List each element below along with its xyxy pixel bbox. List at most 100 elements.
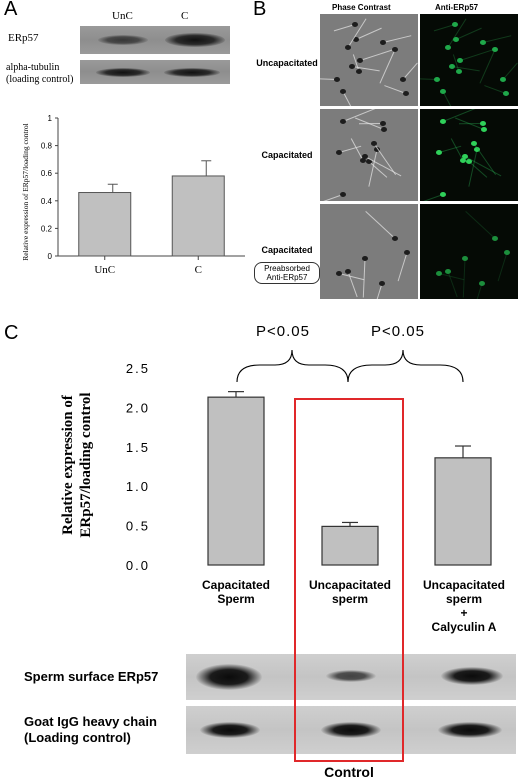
sperm-head — [456, 57, 463, 63]
sperm-head — [434, 76, 441, 82]
blot-row-label-erp57: ERp57 — [8, 32, 39, 44]
sperm-head — [470, 140, 477, 146]
sperm-head — [362, 255, 369, 261]
blot-band-unc — [98, 35, 148, 45]
blot-lane-label-unc: UnC — [112, 10, 133, 22]
sperm-head — [356, 57, 363, 63]
western-blot-surface-erp57 — [186, 654, 516, 700]
preabsorbed-line1: Preabsorbed — [264, 264, 310, 273]
panel-a-bar — [171, 175, 225, 257]
fluorescence-image-capacitated — [420, 109, 518, 201]
sperm-head — [379, 280, 386, 286]
row-label-capacitated-preabsorbed: Capacitated — [261, 245, 313, 255]
sperm-head — [479, 39, 486, 45]
panel-c-ytick-label: 0.0 — [126, 558, 150, 573]
blot-band-c — [165, 33, 225, 47]
panel-c-bar — [321, 525, 379, 566]
western-blot-goat-igg — [186, 706, 516, 754]
sperm-head — [502, 91, 509, 97]
sperm-head — [448, 63, 455, 69]
igg-band-uncapacitated — [321, 722, 381, 738]
phase-contrast-image-preabsorbed — [320, 204, 418, 299]
sperm-tail — [465, 211, 496, 240]
category-label-calyculin-line2: sperm — [445, 592, 483, 606]
row-label-capacitated: Capacitated — [261, 150, 313, 160]
sperm-head — [481, 127, 488, 133]
significance-label-right: P<0.05 — [371, 323, 425, 340]
panel-c-ytick-label: 2.5 — [126, 361, 150, 376]
category-label-capacitated-line1: Capacitated — [201, 578, 271, 592]
panel-a-category-label: UnC — [94, 264, 115, 276]
surface-band-uncapacitated — [326, 670, 376, 682]
sperm-head — [440, 88, 447, 94]
category-label-calyculin-line4: Calyculin A — [431, 620, 497, 634]
blot-band-tubulin-unc — [96, 68, 150, 77]
sperm-head — [453, 36, 460, 42]
category-label-calyculin-line1: Uncapacitated — [422, 578, 506, 592]
sperm-head — [445, 44, 452, 50]
control-label: Control — [324, 764, 374, 780]
sperm-head — [404, 250, 411, 256]
sperm-head — [348, 63, 355, 69]
sperm-tail — [365, 211, 396, 240]
preabsorbed-label: Preabsorbed Anti-ERp57 — [254, 262, 320, 284]
sperm-head — [379, 39, 386, 45]
panel-a-letter: A — [4, 0, 18, 20]
sperm-head — [366, 158, 373, 164]
sperm-head — [491, 47, 498, 53]
panel-c-ytick-label: 1.0 — [126, 479, 150, 494]
sperm-head — [399, 77, 406, 83]
sperm-tail — [497, 252, 508, 282]
sperm-head — [479, 120, 486, 126]
sperm-head — [402, 91, 409, 97]
significance-bracket-right — [347, 349, 464, 383]
panel-c-bar — [434, 457, 492, 566]
sperm-head — [391, 47, 398, 53]
sperm-head — [362, 154, 369, 160]
control-highlight-box — [294, 398, 404, 762]
panel-a-ytick-label: 0.4 — [41, 197, 53, 206]
blot-row-label-tubulin: alpha-tubulin (loading control) — [6, 62, 73, 86]
panel-c-bar — [207, 396, 265, 566]
surface-band-capacitated — [196, 664, 262, 690]
sperm-head — [355, 69, 362, 75]
goat-igg-line2: (Loading control) — [24, 730, 131, 745]
tubulin-label-line2: (loading control) — [6, 74, 74, 85]
sperm-head — [340, 118, 347, 124]
sperm-head — [351, 21, 358, 27]
panel-a-ytick-label: 1 — [48, 114, 53, 123]
col-header-anti: Anti-ERp57 — [435, 3, 479, 12]
preabsorbed-line2: Anti-ERp57 — [266, 273, 308, 282]
sperm-tail — [397, 252, 408, 282]
sperm-head — [340, 88, 347, 94]
sperm-head — [444, 269, 451, 275]
igg-band-calyculin — [438, 722, 502, 738]
sperm-head — [435, 270, 442, 276]
panel-c-letter: C — [4, 322, 19, 344]
sperm-head — [344, 269, 351, 275]
category-label-uncapacitated-line1: Uncapacitated — [308, 578, 392, 592]
sperm-tail — [479, 49, 496, 84]
panel-b-letter: B — [253, 0, 267, 20]
panel-c-ytick-label: 2.0 — [126, 400, 150, 415]
sperm-head — [462, 154, 469, 160]
sperm-head — [381, 127, 388, 133]
sperm-head — [379, 120, 386, 126]
fluorescence-image-uncapacitated — [420, 14, 518, 106]
sperm-head — [440, 118, 447, 124]
sperm-head — [391, 236, 398, 242]
panel-a-ytick-label: 0 — [48, 252, 53, 261]
sperm-tail — [379, 49, 396, 84]
category-label-uncapacitated: Uncapacitated sperm — [298, 578, 402, 606]
sperm-head — [499, 77, 506, 83]
panel-a-category-label: C — [195, 264, 202, 276]
panel-a-bar — [78, 192, 132, 257]
sperm-head — [504, 250, 511, 256]
blot-band-tubulin-c — [164, 68, 220, 77]
sperm-head — [360, 157, 367, 163]
significance-bracket-left — [236, 349, 349, 383]
category-label-calyculin-line3: + — [460, 606, 468, 620]
surface-band-calyculin — [441, 667, 503, 685]
sperm-head — [353, 36, 360, 42]
significance-label-left: P<0.05 — [256, 323, 310, 340]
